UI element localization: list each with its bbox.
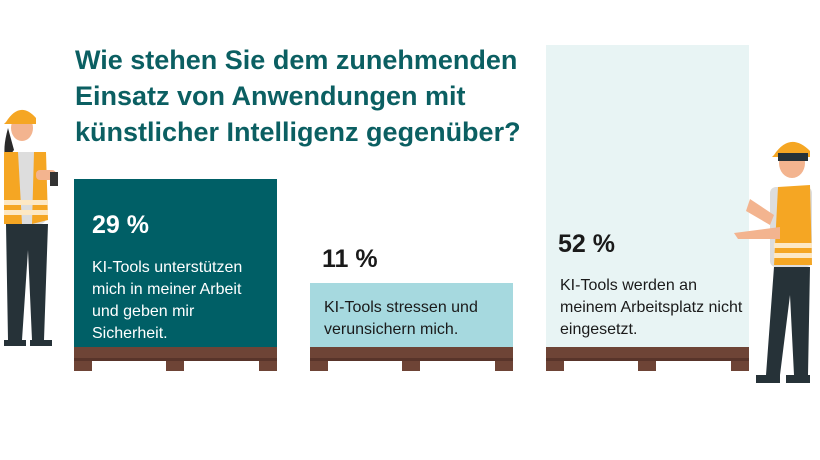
female-worker-illustration xyxy=(4,109,58,346)
category-label-2: KI-Tools stressen und verunsichern mich. xyxy=(324,299,478,338)
value-label-3: 52 % xyxy=(558,230,615,258)
male-worker-illustration xyxy=(734,141,812,383)
value-label-1: 29 % xyxy=(92,211,149,239)
pallet-2 xyxy=(310,347,513,371)
value-label-2: 11 % xyxy=(322,245,378,273)
chart-title: Wie stehen Sie dem zunehmenden Einsatz v… xyxy=(75,45,521,147)
category-label-1: KI-Tools unterstützen mich in meiner Arb… xyxy=(92,259,243,342)
bar-2 xyxy=(310,283,513,347)
bar-3 xyxy=(546,45,749,347)
pallet-1 xyxy=(74,347,277,371)
pallet-3 xyxy=(546,347,749,371)
bar-1 xyxy=(74,179,277,347)
category-label-3: KI-Tools werden an meinem Arbeitsplatz n… xyxy=(560,277,743,338)
